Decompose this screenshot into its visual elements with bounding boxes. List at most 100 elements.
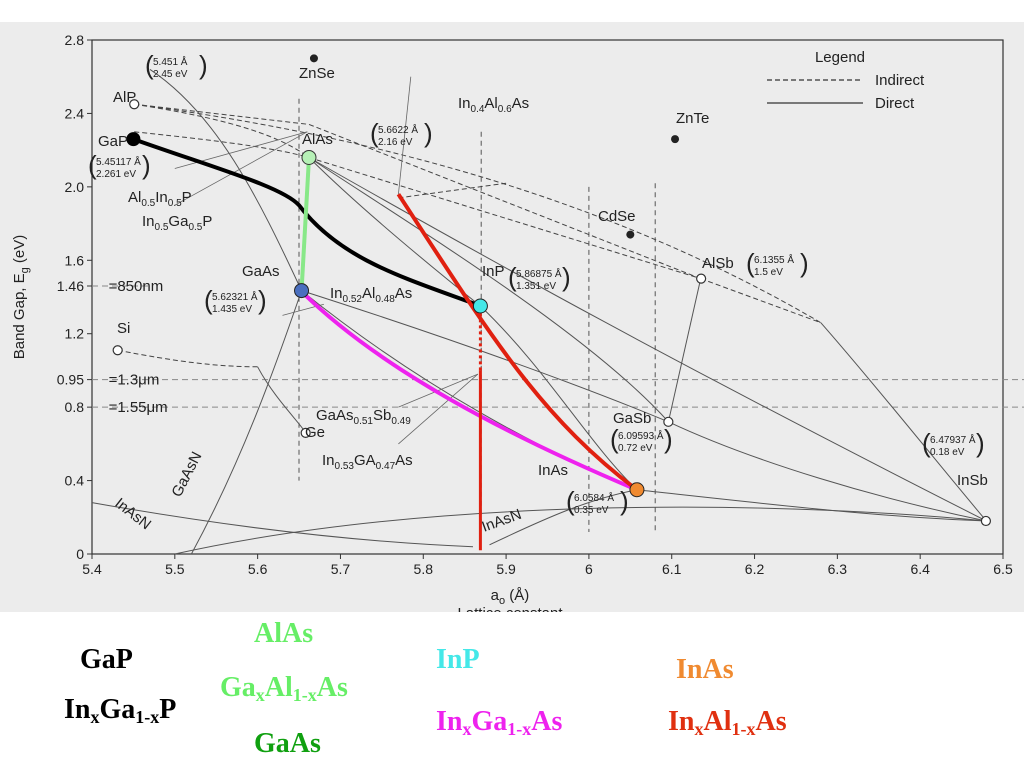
x-tick-label: 6.2: [745, 561, 765, 577]
inas-info: 0.35 eV: [574, 505, 609, 516]
legend-ingaas-part: As: [531, 706, 563, 737]
alp-info: 2.45 eV: [153, 69, 188, 80]
indirect-curve: [134, 103, 310, 158]
legend-gaalas: GaxAl1-xAs: [220, 672, 348, 706]
legend-ingap: InxGa1-xP: [64, 694, 176, 728]
y-tick-label: 2.8: [65, 32, 85, 48]
legend-inalas-part: Al: [703, 706, 732, 737]
legend-ingap-part: P: [159, 694, 177, 725]
band-gap-chart: 5.4 5.5 5.6 5.7 5.8 5.9 6 6.1 6.2 6.3 6.4 6.5 0 0.4 0.…: [11, 32, 1024, 612]
gap-info: 5.45117 Å: [96, 155, 141, 168]
insb-bracket: (: [922, 428, 931, 458]
x-tick-label: 5.9: [496, 561, 516, 577]
direct-curve: [636, 489, 987, 522]
x-tick-label: 5.7: [331, 561, 351, 577]
y-tick-label: 0.4: [65, 473, 85, 489]
annotation-inalas-052: In0.52Al0.48As: [330, 285, 412, 305]
x-tick-label: 5.8: [414, 561, 434, 577]
direct-curve: [820, 322, 987, 522]
inp-info: 1.351 eV: [516, 281, 556, 292]
inas-info: 6.0584 Å: [574, 491, 614, 504]
leader-line: [174, 131, 308, 206]
point-cdse: [626, 230, 635, 239]
point-label: Si: [117, 320, 130, 337]
indirect-curve: [134, 103, 822, 324]
legend-ingap-part: Ga: [99, 694, 136, 725]
legend-inalas-sub: x: [694, 719, 704, 739]
point-label: InSb: [957, 472, 988, 489]
point-znte: [671, 135, 680, 144]
leader-line: [398, 76, 412, 195]
y-tick-label: 1.2: [65, 326, 85, 342]
alas-bracket: (: [370, 118, 379, 148]
y-tick-label: 0.95: [57, 372, 84, 388]
inas-bracket: ): [620, 486, 629, 516]
x-tick-label: 6.4: [910, 561, 930, 577]
point-inp-highlight: [472, 298, 488, 314]
inp-bracket: (: [508, 262, 517, 292]
inas-bracket: (: [566, 486, 575, 516]
point-label: GaP: [98, 133, 128, 150]
y-tick-label: 2.4: [65, 105, 85, 121]
legend-inalas: InxAl1-xAs: [668, 706, 787, 740]
annotation-gaasn: GaAsN: [168, 449, 205, 500]
legend-title: Legend: [815, 49, 865, 66]
direct-curve: [190, 290, 302, 555]
legend-gaalas-sub: x: [255, 685, 265, 705]
plot-frame: [91, 39, 1004, 555]
direct-curve: [91, 502, 474, 548]
alp-bracket: (: [145, 50, 154, 80]
legend-inalas-part: In: [668, 706, 695, 737]
direct-curve: [480, 305, 638, 491]
gaas-info: 1.435 eV: [212, 304, 252, 315]
point-znse: [309, 54, 318, 63]
point-ge: [300, 427, 311, 438]
indirect-curve: [117, 349, 258, 368]
gap-info: 2.261 eV: [96, 169, 136, 180]
point-gap-highlight: [126, 132, 141, 147]
direct-curve: [489, 489, 637, 546]
direct-curve: [257, 366, 307, 434]
point-alsb: [696, 273, 707, 284]
series-gap-ingap: [132, 137, 482, 309]
annotation-inalas-06: In0.4Al0.6As: [458, 95, 529, 115]
y-axis-label: Band Gap, Eg (eV): [11, 235, 31, 360]
point-label: GaAs: [242, 263, 280, 280]
y-tick-label: 0.8: [65, 399, 85, 415]
leader-line: [174, 131, 308, 169]
legend-ingaas-part: Ga: [471, 706, 508, 737]
alsb-bracket: (: [746, 248, 755, 278]
indirect-curve: [308, 157, 701, 280]
legend-gaalas-sub: 1-x: [292, 685, 317, 705]
alp-info: 5.451 Å: [153, 55, 188, 68]
point-label: AlAs: [302, 131, 333, 148]
annotation-gaassb: GaAs0.51Sb0.49: [316, 407, 411, 427]
legend-ingaas-part: In: [436, 706, 463, 737]
direct-curve: [149, 68, 302, 291]
legend-gaalas-part: Ga: [220, 672, 256, 703]
direct-curve: [667, 278, 702, 422]
legend-alas: AlAs: [254, 618, 314, 649]
x-tick-label: 6.5: [993, 561, 1013, 577]
legend-ingap-part: In: [64, 694, 91, 725]
annotation-alinp: Al0.5In0.5P: [128, 189, 192, 209]
point-insb: [980, 515, 992, 527]
y-tick-label: 0: [76, 546, 84, 562]
point-alp: [129, 99, 140, 110]
direct-curve: [301, 290, 638, 491]
gasb-bracket: ): [664, 424, 673, 454]
point-label: CdSe: [598, 208, 636, 225]
insb-info: 6.47937 Å: [930, 433, 976, 446]
legend-inalas-sub: 1-x: [731, 719, 756, 739]
series-ingaas: [300, 290, 638, 492]
alas-info: 2.16 eV: [378, 137, 413, 148]
legend-label: Indirect: [875, 72, 925, 89]
legend-ingaas: InxGa1-xAs: [436, 706, 562, 740]
indirect-curve: [700, 278, 821, 324]
alp-bracket: ): [199, 50, 208, 80]
gasb-info: 0.72 eV: [618, 443, 653, 454]
point-label: ZnSe: [299, 65, 335, 82]
inp-bracket: ): [562, 262, 571, 292]
legend-ingaas-sub: 1-x: [507, 719, 532, 739]
gap-bracket: (: [88, 150, 97, 180]
